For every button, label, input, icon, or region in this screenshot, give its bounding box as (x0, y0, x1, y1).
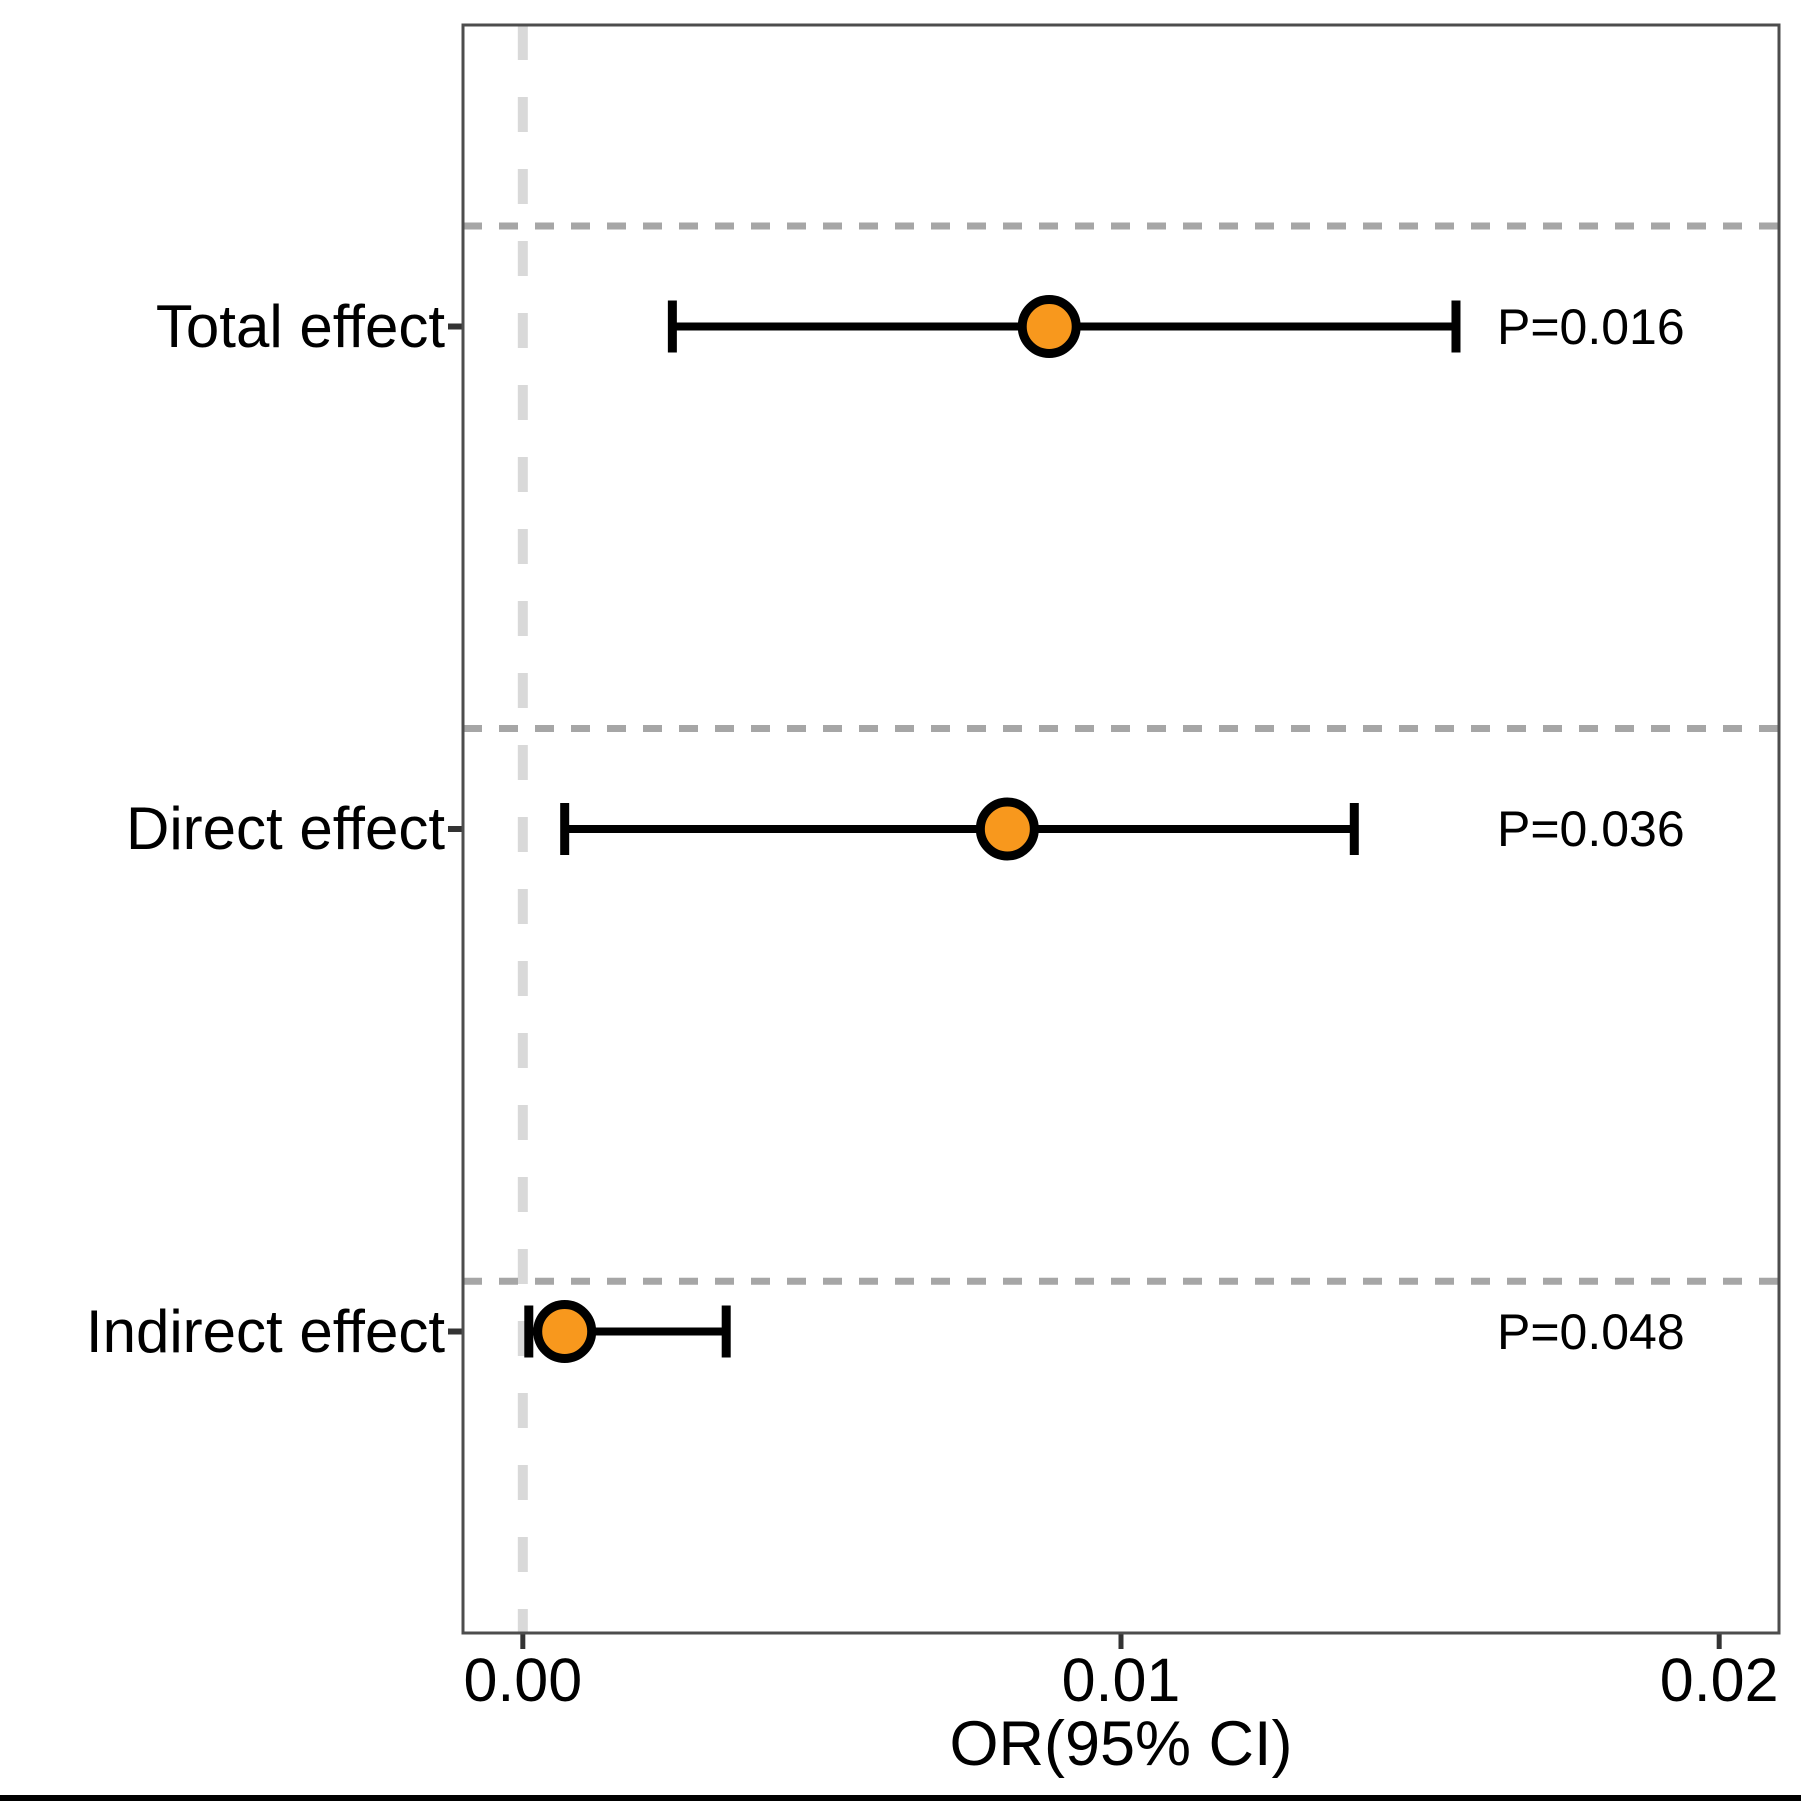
y-axis-label: Direct effect (125, 795, 445, 862)
or-point (1017, 295, 1081, 358)
or-point (975, 797, 1039, 861)
x-axis-title: OR(95% CI) (949, 1709, 1293, 1779)
x-axis-tick-label: 0.02 (1659, 1646, 1779, 1714)
x-axis-tick-label: 0.01 (1061, 1646, 1181, 1714)
bottom-edge-bar (0, 1795, 1801, 1801)
panel-border (461, 23, 1781, 1635)
y-axis-label: Total effect (155, 292, 445, 360)
p-value-label: P=0.036 (1497, 801, 1685, 857)
p-value-label: P=0.016 (1497, 298, 1685, 355)
or-point (533, 1300, 597, 1363)
y-axis-label: Indirect effect (85, 1297, 445, 1365)
p-value-label: P=0.048 (1497, 1303, 1685, 1360)
x-axis-tick-label: 0.00 (463, 1646, 583, 1714)
